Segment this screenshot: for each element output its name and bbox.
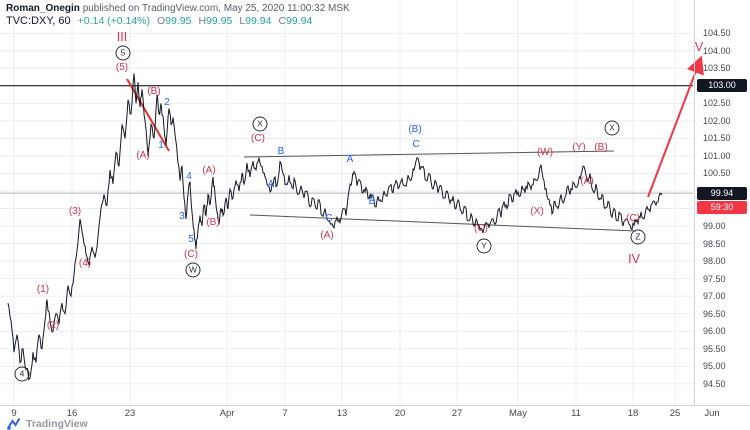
- price-axis-label: 96.50: [703, 308, 726, 319]
- symbol-legend: TVC:DXY, 60 +0.14 (+0.14%) O99.95 H99.95…: [6, 15, 312, 27]
- high-value: H99.95: [198, 15, 233, 27]
- time-axis-label: Jun: [704, 408, 720, 419]
- time-axis-label: Apr: [219, 408, 235, 419]
- price-axis-label: 96.00: [703, 326, 726, 337]
- time-axis-label: 27: [451, 408, 463, 419]
- ohlc-values: O99.95 H99.95 L99.94 C99.94: [157, 15, 312, 27]
- price-axis-label: 103.50: [703, 63, 731, 74]
- price-polyline: [7, 73, 663, 381]
- open-value: O99.95: [157, 15, 192, 27]
- author-name: Roman_Onegin: [6, 3, 80, 14]
- chart-canvas[interactable]: [0, 0, 750, 405]
- time-axis-label: 7: [282, 408, 288, 419]
- price-axis-label: 104.50: [703, 28, 731, 39]
- byline-text: published on TradingView.com, May 25, 20…: [82, 3, 350, 14]
- price-axis-label: 97.50: [703, 273, 726, 284]
- price-axis-label: 94.50: [703, 378, 726, 389]
- price-axis-label: 100.50: [703, 168, 731, 179]
- price-axis-label: 101.00: [703, 150, 731, 161]
- countdown-badge: 59:30: [697, 200, 747, 214]
- price-level-badge: 99.94: [697, 186, 747, 200]
- price-change: +0.14 (+0.14%): [77, 15, 150, 27]
- time-axis-label: 13: [336, 408, 348, 419]
- price-axis-label: 95.50: [703, 343, 726, 354]
- channel-lower-line[interactable]: [249, 214, 637, 232]
- time-axis-label: 20: [394, 408, 406, 419]
- price-axis-label: 101.50: [703, 133, 731, 144]
- time-axis-label: 23: [124, 408, 136, 419]
- red-trendline[interactable]: [126, 78, 170, 152]
- time-axis-label: 11: [571, 408, 581, 419]
- price-axis-label: 99.00: [703, 221, 726, 232]
- time-axis[interactable]: 9 16 23 Apr 7 13 20 27 May 11 18 25 Jun: [0, 405, 750, 420]
- price-axis-label: 95.00: [703, 361, 726, 372]
- price-axis-label: 102.50: [703, 98, 731, 109]
- price-axis-label: 104.00: [703, 45, 731, 56]
- time-axis-label: 25: [669, 408, 681, 419]
- footer-brand: TradingView: [6, 417, 88, 430]
- channel-upper-line[interactable]: [243, 150, 615, 158]
- time-axis-label: May: [509, 408, 527, 419]
- time-axis-label: 9: [11, 408, 17, 419]
- low-value: L99.94: [239, 15, 272, 27]
- symbol-title: TVC:DXY, 60: [6, 15, 71, 27]
- time-axis-label: 18: [627, 408, 639, 419]
- price-level-badge: 103.00: [697, 79, 747, 93]
- price-axis-label: 98.00: [703, 256, 726, 267]
- price-axis-label: 102.00: [703, 115, 731, 126]
- time-axis-label: 16: [66, 408, 78, 419]
- published-byline: Roman_Onegin published on TradingView.co…: [6, 3, 350, 14]
- tradingview-logo-icon: [7, 417, 21, 430]
- close-value: C99.94: [278, 15, 313, 27]
- price-axis[interactable]: 104.50 104.00 103.50 102.50 102.00 101.50 101.…: [694, 0, 750, 405]
- projection-arrow[interactable]: [647, 55, 704, 198]
- brand-wordmark: TradingView: [26, 417, 88, 430]
- price-axis-label: 98.50: [703, 238, 726, 249]
- price-axis-label: 97.00: [703, 291, 726, 302]
